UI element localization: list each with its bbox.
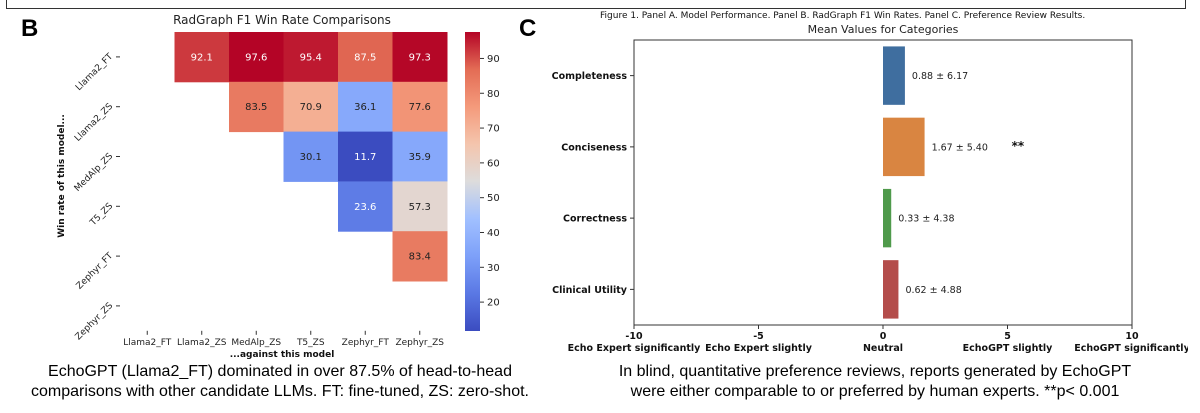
heatmap-cell [338, 131, 393, 182]
heatmap-y-tick-label: T5_ZS [88, 201, 115, 228]
significance-marker: ** [1012, 139, 1025, 153]
heatmap-cell-label: 83.5 [245, 102, 267, 113]
bar-x-tick-word: Echo Expert significantly [568, 343, 701, 354]
figure-frame [6, 0, 1186, 9]
heatmap-chart: RadGraph F1 Win Rate Comparisons Win rat… [57, 13, 500, 360]
bar [883, 188, 892, 248]
bar-x-tick-word: EchoGPT slightly [963, 343, 1053, 354]
bar [883, 260, 899, 319]
heatmap-y-tick-label: Zephyr_FT [75, 251, 116, 292]
colorbar-tick-label: 60 [487, 158, 500, 169]
colorbar-tick-label: 20 [487, 298, 500, 309]
heatmap-y-tick-label: Zephyr_ZS [74, 301, 116, 343]
heatmap-cell [392, 231, 448, 282]
heatmap-cell-label: 87.5 [354, 52, 376, 63]
bar-x-tick-label: 5 [1004, 331, 1011, 342]
bar-category-label: Conciseness [561, 142, 627, 153]
colorbar-tick-label: 50 [487, 193, 500, 204]
bar-value-label: 0.62 ± 4.88 [905, 285, 961, 296]
heatmap-cell [229, 81, 284, 133]
bar [883, 117, 925, 177]
bar-chart-title: Mean Values for Categories [808, 23, 959, 36]
heatmap-cell [283, 32, 339, 83]
panel-b-description: EchoGPT (Llama2_FT) dominated in over 87… [0, 362, 560, 402]
heatmap-y-tick-label: Llama2_ZS [73, 102, 115, 144]
colorbar [465, 32, 480, 331]
heatmap-cell-label: 77.6 [409, 102, 431, 113]
heatmap-cell [392, 181, 448, 232]
panel-b-description-line1: EchoGPT (Llama2_FT) dominated in over 87… [48, 363, 512, 380]
heatmap-x-tick-label: MedAlp_ZS [231, 338, 281, 348]
colorbar-tick-label: 30 [487, 263, 500, 274]
heatmap-cell [283, 81, 339, 133]
heatmap-title: RadGraph F1 Win Rate Comparisons [173, 13, 391, 27]
heatmap-xlabel: ...against this model [230, 350, 335, 360]
heatmap-cell-label: 97.3 [409, 52, 431, 63]
heatmap-cell-label: 70.9 [300, 102, 322, 113]
colorbar-tick-label: 40 [487, 228, 500, 239]
heatmap-x-tick-label: Llama2_FT [123, 338, 172, 348]
bar-x-tick-word: EchoGPT significantly [1074, 343, 1188, 354]
bar-x-tick-label: 0 [880, 331, 887, 342]
panel-c-description-line2: were either comparable to or preferred b… [630, 383, 1120, 400]
bar-value-label: 1.67 ± 5.40 [932, 142, 988, 153]
bar-x-tick-label: 10 [1125, 331, 1139, 342]
heatmap-cell-label: 57.3 [409, 202, 431, 213]
heatmap-cell-label: 23.6 [354, 202, 376, 213]
bar-category-label: Correctness [563, 214, 627, 225]
heatmap-x-tick-label: Zephyr_ZS [395, 338, 444, 348]
heatmap-cell [338, 181, 393, 232]
heatmap-cell [174, 32, 230, 83]
heatmap-y-tick-label: MedAlp_ZS [73, 151, 115, 193]
colorbar-tick-label: 70 [487, 124, 500, 135]
heatmap-cell [392, 131, 448, 182]
panel-c-description: In blind, quantitative preference review… [555, 362, 1195, 402]
bar-category-label: Completeness [552, 71, 628, 82]
bar-x-tick-word: Echo Expert slightly [705, 343, 813, 354]
bar-category-label: Clinical Utility [552, 285, 628, 296]
bar-value-label: 0.88 ± 6.17 [912, 71, 968, 82]
bar-value-label: 0.33 ± 4.38 [898, 214, 954, 225]
heatmap-cell [338, 32, 393, 83]
bar-x-tick-label: -5 [753, 331, 764, 342]
heatmap-y-tick-label: Llama2_FT [74, 52, 115, 93]
bar-x-tick-word: Neutral [863, 343, 903, 354]
bar-chart: Mean Values for Categories Completeness 0… [552, 23, 1188, 354]
panel-b-letter: B [21, 15, 39, 42]
panel-b-description-line2: comparisons with other candidate LLMs. F… [30, 383, 529, 400]
bar-x-tick-label: -10 [625, 331, 643, 342]
heatmap-cell [283, 131, 339, 182]
heatmap-cell-label: 30.1 [300, 152, 322, 163]
heatmap-cell [229, 32, 284, 83]
panel-c-description-line1: In blind, quantitative preference review… [618, 363, 1132, 380]
heatmap-x-tick-label: Zephyr_FT [342, 338, 390, 348]
colorbar-tick-label: 90 [487, 54, 500, 65]
bar [883, 46, 905, 105]
heatmap-cell-label: 95.4 [300, 52, 322, 63]
heatmap-cell [392, 32, 448, 83]
heatmap-x-tick-label: T5_ZS [296, 338, 325, 348]
heatmap-cell-label: 97.6 [245, 52, 267, 63]
heatmap-cell-label: 92.1 [191, 52, 213, 63]
heatmap-cell-label: 83.4 [409, 252, 431, 263]
colorbar-tick-label: 80 [487, 89, 500, 100]
heatmap-cell [392, 81, 448, 133]
heatmap-cell-label: 11.7 [354, 152, 376, 163]
heatmap-ylabel: Win rate of this model... [57, 114, 67, 238]
heatmap-x-tick-label: Llama2_ZS [177, 338, 227, 348]
figure-caption: Figure 1. Panel A. Model Performance. Pa… [600, 11, 1086, 21]
panel-c-letter: C [519, 15, 537, 42]
heatmap-cell-label: 36.1 [354, 102, 376, 113]
heatmap-cell [338, 81, 393, 133]
heatmap-cell-label: 35.9 [409, 152, 431, 163]
